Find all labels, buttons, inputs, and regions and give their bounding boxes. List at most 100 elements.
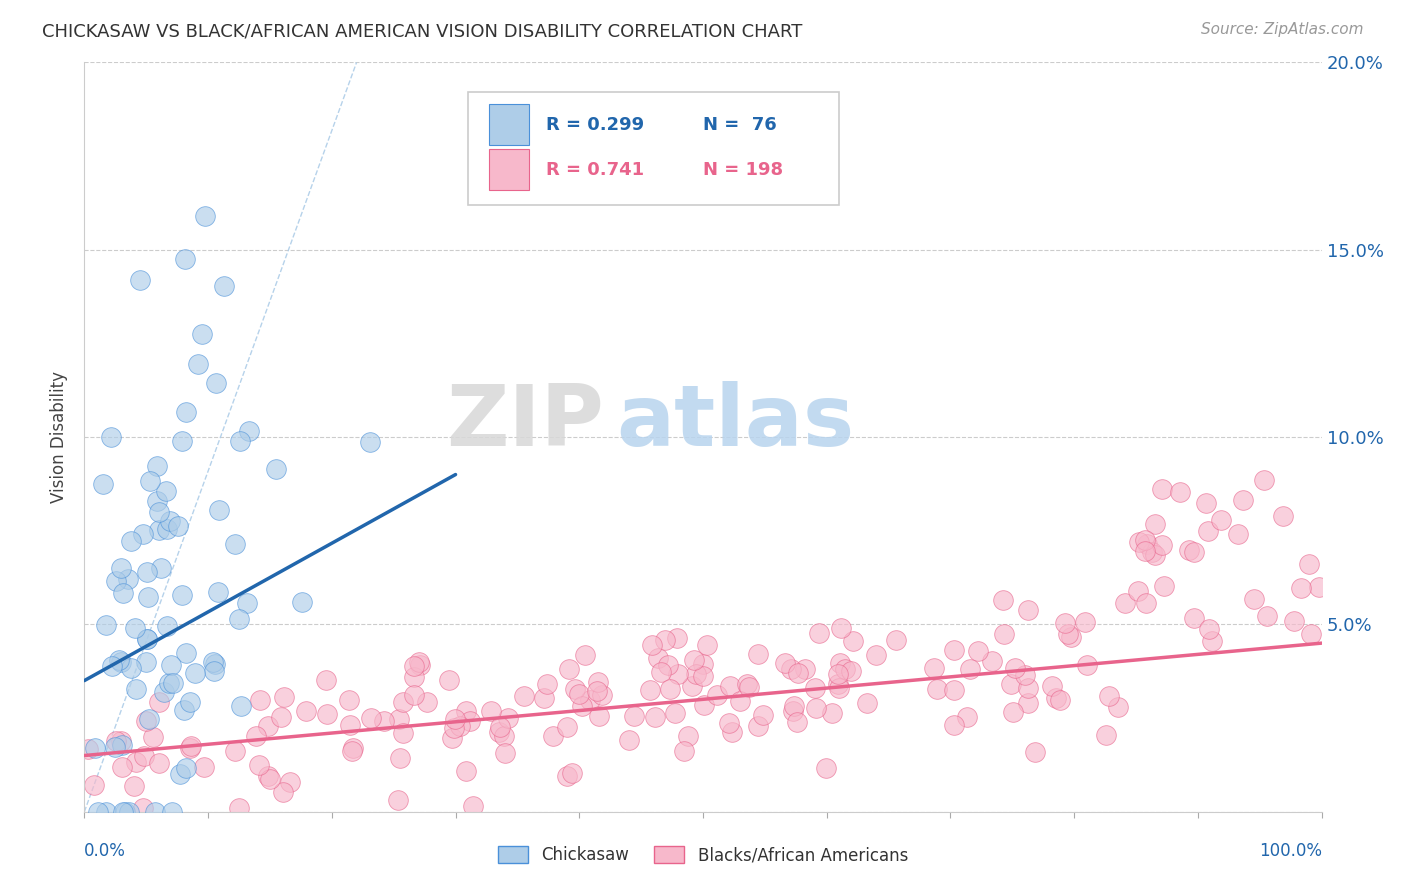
Point xyxy=(131,801,153,815)
Point xyxy=(782,705,804,719)
Point xyxy=(162,805,184,819)
Point xyxy=(1074,615,1097,630)
Point xyxy=(855,696,877,710)
Point xyxy=(488,720,510,734)
Point xyxy=(169,767,191,781)
Point xyxy=(340,744,363,758)
Point xyxy=(666,667,689,681)
Point xyxy=(257,769,280,783)
Point xyxy=(682,653,704,667)
Point xyxy=(229,698,252,713)
Point xyxy=(647,651,669,665)
Point xyxy=(1232,492,1254,507)
Point xyxy=(136,590,159,604)
Point xyxy=(444,712,467,726)
Point xyxy=(112,586,135,600)
Point xyxy=(1282,614,1305,628)
Point xyxy=(460,714,482,728)
Point xyxy=(179,696,201,710)
Point xyxy=(388,712,411,726)
Point xyxy=(981,654,1004,668)
Point xyxy=(1152,538,1174,552)
Point xyxy=(408,655,430,669)
Point xyxy=(174,252,197,267)
Text: N = 198: N = 198 xyxy=(703,161,783,178)
Point xyxy=(129,273,152,287)
Point xyxy=(666,632,689,646)
Point xyxy=(865,648,887,662)
Point xyxy=(148,505,170,519)
Point xyxy=(1004,661,1026,675)
Point xyxy=(641,638,664,652)
Point xyxy=(162,676,184,690)
Point xyxy=(815,761,838,775)
Point xyxy=(696,639,718,653)
Point xyxy=(224,537,246,551)
Point xyxy=(224,744,246,758)
Point xyxy=(138,712,160,726)
Point xyxy=(555,720,578,734)
Point xyxy=(259,772,281,786)
Point xyxy=(1253,474,1275,488)
Point xyxy=(125,681,148,696)
Text: 0.0%: 0.0% xyxy=(84,842,127,860)
Point xyxy=(541,729,564,743)
Point xyxy=(783,698,806,713)
Point xyxy=(839,664,862,678)
Point xyxy=(1049,693,1071,707)
Point xyxy=(561,766,583,780)
Point xyxy=(1133,533,1156,548)
Point xyxy=(650,665,672,679)
Point xyxy=(664,706,686,721)
Point xyxy=(842,633,865,648)
Point xyxy=(100,430,122,444)
Point xyxy=(402,688,425,702)
Point xyxy=(291,595,314,609)
Point xyxy=(456,764,478,778)
Point xyxy=(1243,591,1265,606)
Point xyxy=(496,711,519,725)
Point xyxy=(821,706,844,721)
Point xyxy=(155,483,177,498)
Point xyxy=(619,733,641,747)
Point xyxy=(153,685,176,699)
Point xyxy=(738,680,761,694)
Point xyxy=(1017,696,1039,710)
Point xyxy=(173,703,195,717)
Point xyxy=(1059,630,1081,644)
Point xyxy=(1153,579,1175,593)
Point xyxy=(495,746,517,760)
Point xyxy=(134,749,156,764)
Text: Source: ZipAtlas.com: Source: ZipAtlas.com xyxy=(1201,22,1364,37)
Point xyxy=(249,693,271,707)
Point xyxy=(359,435,381,450)
Point xyxy=(623,709,645,723)
Point xyxy=(718,679,741,693)
Point xyxy=(247,758,270,772)
Point xyxy=(1289,581,1312,595)
Point xyxy=(564,682,586,697)
Point xyxy=(392,695,415,709)
Point xyxy=(402,670,425,684)
Point xyxy=(148,695,170,709)
Point xyxy=(139,475,162,489)
Point xyxy=(342,741,364,756)
Point xyxy=(693,698,716,713)
Point xyxy=(1299,627,1322,641)
Point xyxy=(373,714,395,728)
Point xyxy=(1182,611,1205,625)
Point xyxy=(536,677,558,691)
Point xyxy=(943,682,966,697)
Point xyxy=(205,376,228,390)
Point xyxy=(156,619,179,633)
Point xyxy=(644,710,666,724)
Point xyxy=(1144,517,1167,532)
Point xyxy=(91,477,114,491)
Text: R = 0.299: R = 0.299 xyxy=(546,116,644,134)
Point xyxy=(202,655,225,669)
Point xyxy=(804,700,827,714)
Point xyxy=(654,633,676,648)
Point xyxy=(558,662,581,676)
Point xyxy=(174,405,197,419)
Point xyxy=(135,655,157,669)
